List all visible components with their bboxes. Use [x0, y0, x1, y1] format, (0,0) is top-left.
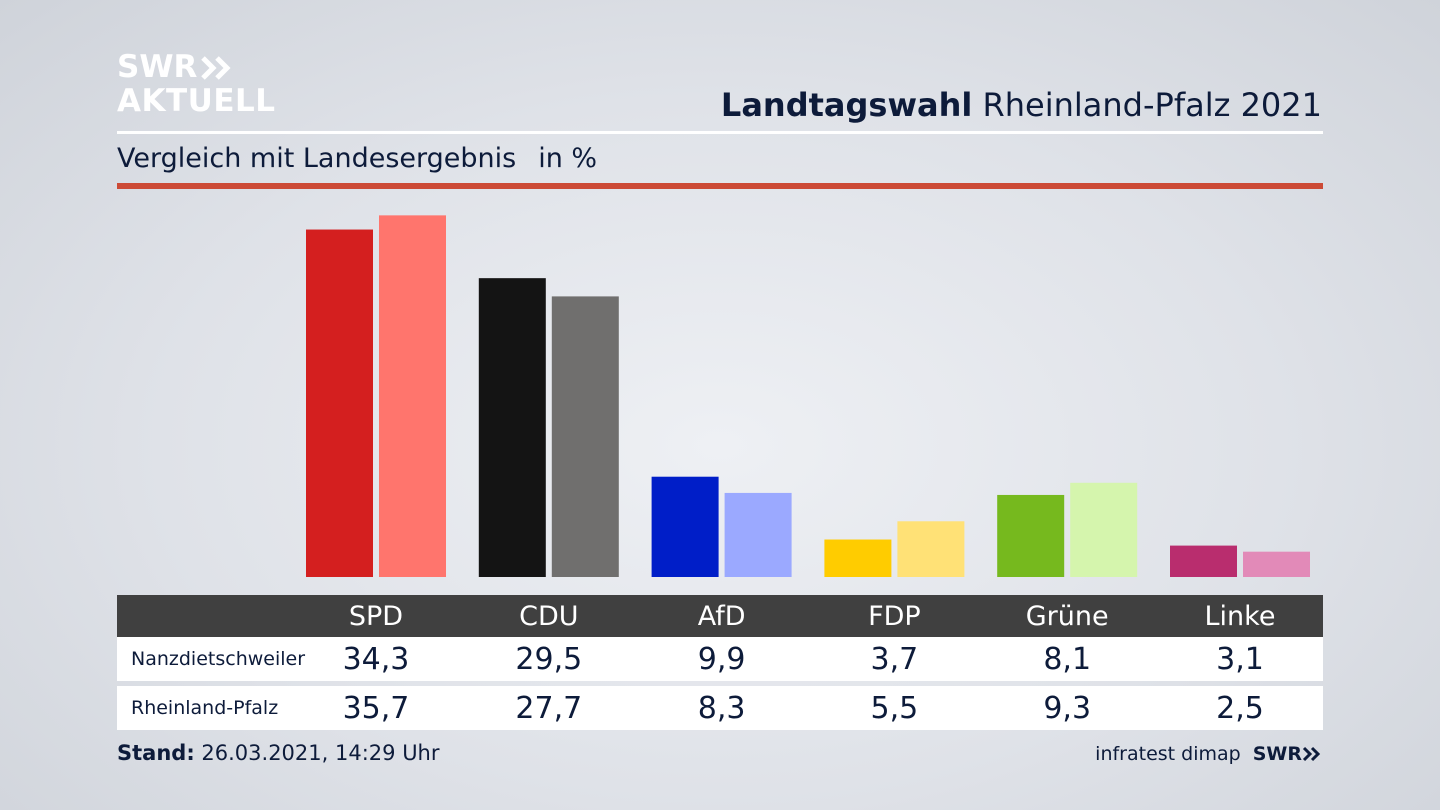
bar-fdp-local	[824, 539, 892, 577]
value-cell: 29,5	[515, 641, 583, 677]
table-row: Rheinland-Pfalz 35,7 27,7 8,3 5,5 9,3 2,5	[117, 686, 1323, 730]
bar-chart	[306, 215, 1310, 577]
bar-grne-local	[997, 494, 1065, 577]
source-credit: infratest dimap SWR	[1095, 743, 1322, 765]
table-row: Nanzdietschweiler 34,3 29,5 9,9 3,7 8,1 3,1	[117, 637, 1323, 681]
bar-linke-state	[1243, 551, 1310, 577]
results-table: SPD CDU AfD FDP Grüne Linke Nanzdietschweiler…	[117, 595, 1323, 730]
chart-subtitle: Vergleich mit Landesergebnis in %	[117, 143, 597, 174]
timestamp: Stand: 26.03.2021, 14:29 Uhr	[117, 741, 440, 765]
column-header: Grüne	[1025, 600, 1109, 632]
bar-cdu-state	[551, 296, 619, 577]
accent-divider	[117, 183, 1323, 189]
subtitle-unit: in %	[538, 143, 598, 174]
value-cell: 5,5	[870, 690, 919, 726]
timestamp-label: Stand:	[117, 741, 195, 765]
row-label: Rheinland-Pfalz	[131, 697, 279, 719]
value-cell: 35,7	[342, 690, 410, 726]
bar-cdu-local	[478, 278, 546, 577]
bar-grne-state	[1070, 482, 1138, 577]
timestamp-value: 26.03.2021, 14:29 Uhr	[201, 741, 440, 765]
value-cell: 3,7	[870, 641, 919, 677]
page-title: Landtagswahl Rheinland-Pfalz 2021	[721, 86, 1322, 124]
bar-afd-state	[724, 492, 792, 577]
bar-spd-state	[379, 215, 446, 577]
subtitle-text: Vergleich mit Landesergebnis	[117, 143, 517, 174]
source-text: infratest dimap	[1095, 743, 1241, 765]
column-header: SPD	[348, 600, 404, 632]
bar-linke-local	[1170, 545, 1237, 577]
column-header: CDU	[519, 600, 579, 632]
row-label: Nanzdietschweiler	[131, 648, 306, 670]
value-cell: 34,3	[342, 641, 410, 677]
logo-line2: AKTUELL	[117, 83, 276, 119]
swr-brand: SWR	[1253, 743, 1322, 765]
logo-line1: SWR	[117, 49, 198, 85]
column-header: Linke	[1204, 600, 1276, 632]
bar-afd-local	[651, 476, 719, 577]
value-cell: 2,5	[1216, 690, 1264, 726]
column-header: AfD	[697, 600, 746, 632]
title-bold: Landtagswahl	[720, 86, 973, 124]
value-cell: 3,1	[1216, 641, 1264, 677]
value-cell: 9,9	[697, 641, 746, 677]
value-cell: 9,3	[1043, 690, 1092, 726]
column-header: FDP	[868, 600, 921, 632]
value-cell: 8,1	[1043, 641, 1092, 677]
bar-fdp-state	[897, 521, 965, 577]
title-divider	[117, 131, 1323, 134]
table-header: SPD CDU AfD FDP Grüne Linke	[117, 595, 1323, 637]
value-cell: 27,7	[515, 690, 583, 726]
value-cell: 8,3	[697, 690, 746, 726]
swr-aktuell-logo: SWR AKTUELL	[117, 52, 276, 117]
double-chevron-icon	[1302, 746, 1321, 762]
title-rest: Rheinland-Pfalz 2021	[982, 86, 1322, 124]
double-chevron-icon	[201, 55, 231, 80]
bar-spd-local	[306, 229, 373, 577]
